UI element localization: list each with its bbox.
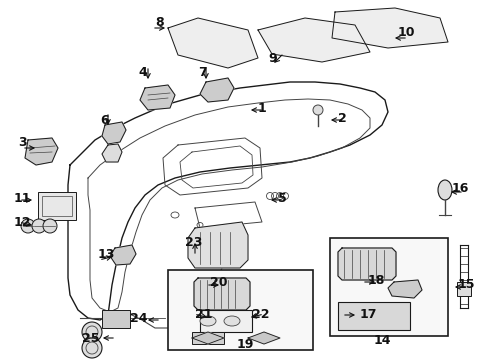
Ellipse shape	[224, 316, 240, 326]
Polygon shape	[192, 332, 224, 344]
Ellipse shape	[200, 316, 216, 326]
Bar	[192, 332, 224, 344]
Text: 21: 21	[195, 309, 212, 321]
Polygon shape	[258, 18, 369, 62]
Text: 16: 16	[451, 181, 468, 194]
Ellipse shape	[437, 180, 451, 200]
Text: 13: 13	[98, 248, 115, 261]
Bar	[456, 282, 470, 296]
Text: 7: 7	[198, 66, 206, 78]
Circle shape	[21, 219, 35, 233]
Polygon shape	[247, 332, 280, 344]
Bar	[168, 270, 312, 350]
Polygon shape	[140, 85, 175, 110]
Text: 2: 2	[337, 112, 346, 125]
Text: 10: 10	[397, 26, 415, 39]
Text: 18: 18	[367, 274, 385, 287]
Text: 3: 3	[18, 135, 26, 149]
Text: 1: 1	[258, 102, 266, 114]
Polygon shape	[168, 18, 258, 68]
Text: 12: 12	[14, 216, 31, 229]
Text: 24: 24	[130, 311, 147, 324]
Bar	[42, 196, 72, 216]
Polygon shape	[194, 278, 249, 310]
Text: 5: 5	[278, 192, 286, 204]
Circle shape	[82, 338, 102, 358]
Bar	[329, 238, 447, 336]
Circle shape	[82, 322, 102, 342]
Polygon shape	[102, 144, 122, 162]
Text: 14: 14	[372, 333, 390, 346]
Text: 25: 25	[82, 332, 99, 345]
Text: 23: 23	[184, 235, 202, 248]
Polygon shape	[200, 78, 234, 102]
Text: 4: 4	[138, 66, 146, 78]
Text: 9: 9	[267, 51, 276, 64]
Bar	[38, 192, 76, 220]
Polygon shape	[387, 280, 421, 298]
Text: 15: 15	[457, 279, 474, 292]
Text: 17: 17	[359, 309, 377, 321]
Text: 20: 20	[209, 275, 227, 288]
Text: 8: 8	[155, 15, 163, 28]
Polygon shape	[331, 8, 447, 48]
Polygon shape	[110, 245, 136, 265]
Bar	[337, 302, 409, 330]
Circle shape	[32, 219, 46, 233]
Polygon shape	[187, 222, 247, 268]
Circle shape	[43, 219, 57, 233]
Bar	[200, 310, 251, 332]
Polygon shape	[25, 138, 58, 165]
Polygon shape	[102, 122, 126, 144]
Polygon shape	[337, 248, 395, 280]
Text: 11: 11	[14, 192, 31, 204]
Circle shape	[312, 105, 323, 115]
Text: 22: 22	[251, 309, 269, 321]
Text: 19: 19	[236, 338, 253, 351]
Bar	[102, 310, 130, 328]
Text: 6: 6	[100, 113, 108, 126]
